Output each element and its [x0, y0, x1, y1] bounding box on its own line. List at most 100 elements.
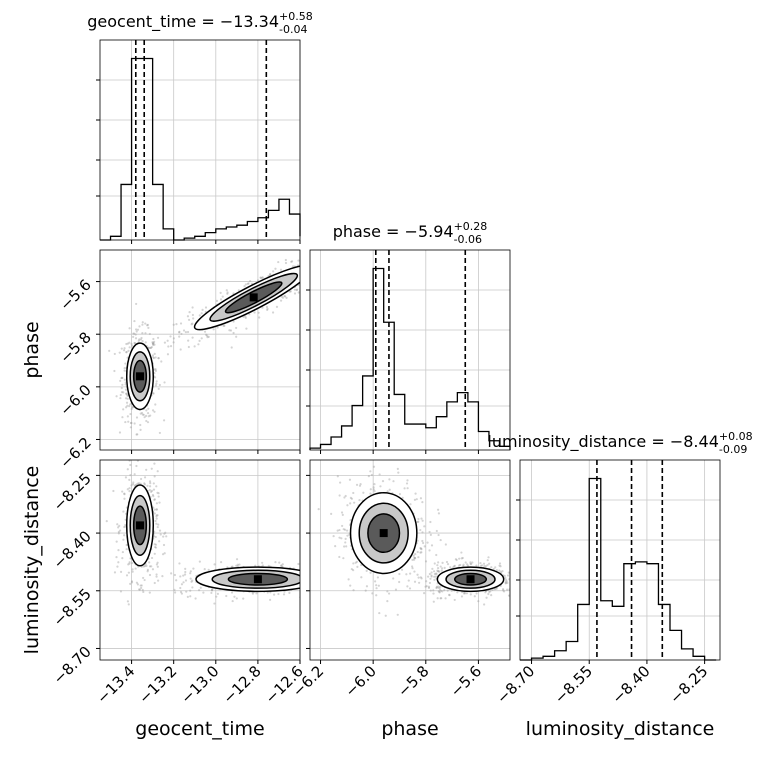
sample-point	[157, 495, 160, 498]
sample-point	[342, 528, 345, 531]
sample-point	[249, 280, 252, 283]
sample-point	[388, 488, 391, 491]
sample-point	[372, 486, 375, 489]
sample-point	[511, 581, 513, 583]
sample-point	[126, 393, 129, 396]
sample-point	[261, 276, 264, 279]
sample-point	[331, 252, 333, 254]
sample-point	[156, 561, 159, 564]
sample-point	[153, 543, 156, 546]
sample-point	[151, 493, 155, 497]
sample-point	[417, 517, 420, 521]
title-plus: +0.58	[279, 10, 313, 23]
sample-point	[437, 533, 440, 537]
sample-point	[126, 415, 129, 418]
sample-point	[155, 517, 158, 520]
sample-point	[414, 492, 417, 495]
sample-point	[125, 392, 128, 395]
joint-axes-phase-luminosity_distance	[309, 459, 511, 661]
sample-point	[124, 397, 128, 400]
xtick-label-geocent_time: −13.0	[177, 662, 222, 707]
sample-point	[413, 557, 417, 560]
sample-point	[141, 332, 144, 335]
sample-point	[117, 549, 120, 552]
sample-point	[189, 595, 192, 598]
sample-point	[475, 564, 478, 567]
sample-point	[411, 567, 414, 570]
sample-point	[313, 268, 315, 270]
sample-point	[125, 543, 128, 547]
sample-point	[210, 591, 213, 595]
sample-point	[246, 282, 249, 285]
sample-point	[153, 410, 156, 413]
sample-point	[303, 575, 305, 577]
sample-point	[314, 262, 316, 264]
sample-point	[435, 586, 438, 589]
joint-panel-phase-luminosity_distance	[317, 465, 513, 617]
sample-point	[446, 589, 449, 592]
sample-point	[338, 555, 341, 559]
sample-point	[378, 473, 381, 476]
sample-point	[150, 467, 153, 470]
sample-point	[327, 576, 329, 578]
sample-point	[124, 523, 127, 527]
sample-point	[121, 550, 124, 554]
sample-point	[123, 366, 126, 370]
sample-point	[139, 584, 142, 587]
sample-point	[162, 419, 166, 422]
sample-point	[344, 541, 347, 544]
sample-point	[130, 484, 133, 487]
sample-point	[117, 526, 120, 529]
sample-point	[143, 483, 147, 486]
sample-point	[396, 467, 399, 470]
sample-point	[487, 556, 490, 559]
sample-point	[463, 592, 466, 595]
sample-point	[421, 539, 424, 543]
sample-point	[139, 423, 142, 427]
sample-point	[132, 481, 135, 484]
sample-point	[125, 342, 128, 346]
sample-point	[152, 337, 155, 341]
xtick-label-luminosity_distance: −8.70	[493, 662, 538, 707]
sample-point	[261, 276, 264, 279]
sample-point	[156, 470, 159, 473]
sample-point	[115, 540, 118, 543]
sample-point	[301, 577, 303, 579]
sample-point	[157, 357, 160, 360]
sample-point	[141, 413, 144, 416]
sample-point	[155, 522, 158, 525]
sample-point	[471, 561, 474, 564]
sample-point	[211, 588, 214, 591]
sample-point	[127, 603, 130, 606]
sample-point	[138, 588, 141, 591]
sample-point	[282, 593, 286, 596]
sample-point	[494, 566, 497, 569]
sample-point	[142, 590, 145, 594]
sample-point	[303, 586, 305, 588]
sample-point	[154, 369, 157, 372]
sample-point	[141, 588, 144, 592]
sample-point	[119, 529, 122, 532]
sample-point	[191, 313, 194, 317]
sample-point	[330, 584, 332, 586]
sample-point	[261, 561, 264, 564]
sample-point	[344, 537, 347, 540]
sample-point	[293, 288, 297, 291]
sample-point	[148, 565, 152, 568]
sample-point	[192, 317, 195, 320]
sample-point	[255, 592, 258, 595]
sample-point	[436, 508, 440, 511]
sample-point	[148, 480, 152, 483]
sample-point	[146, 421, 150, 424]
sample-point	[126, 600, 130, 603]
sample-point	[186, 330, 190, 334]
sample-point	[127, 571, 130, 574]
sample-point	[145, 419, 148, 423]
sample-point	[341, 524, 344, 528]
sample-point	[317, 508, 320, 511]
sample-point	[139, 428, 142, 431]
sample-point	[427, 585, 431, 588]
sample-point	[123, 369, 126, 372]
sample-point	[296, 288, 299, 291]
sample-point	[428, 530, 431, 534]
